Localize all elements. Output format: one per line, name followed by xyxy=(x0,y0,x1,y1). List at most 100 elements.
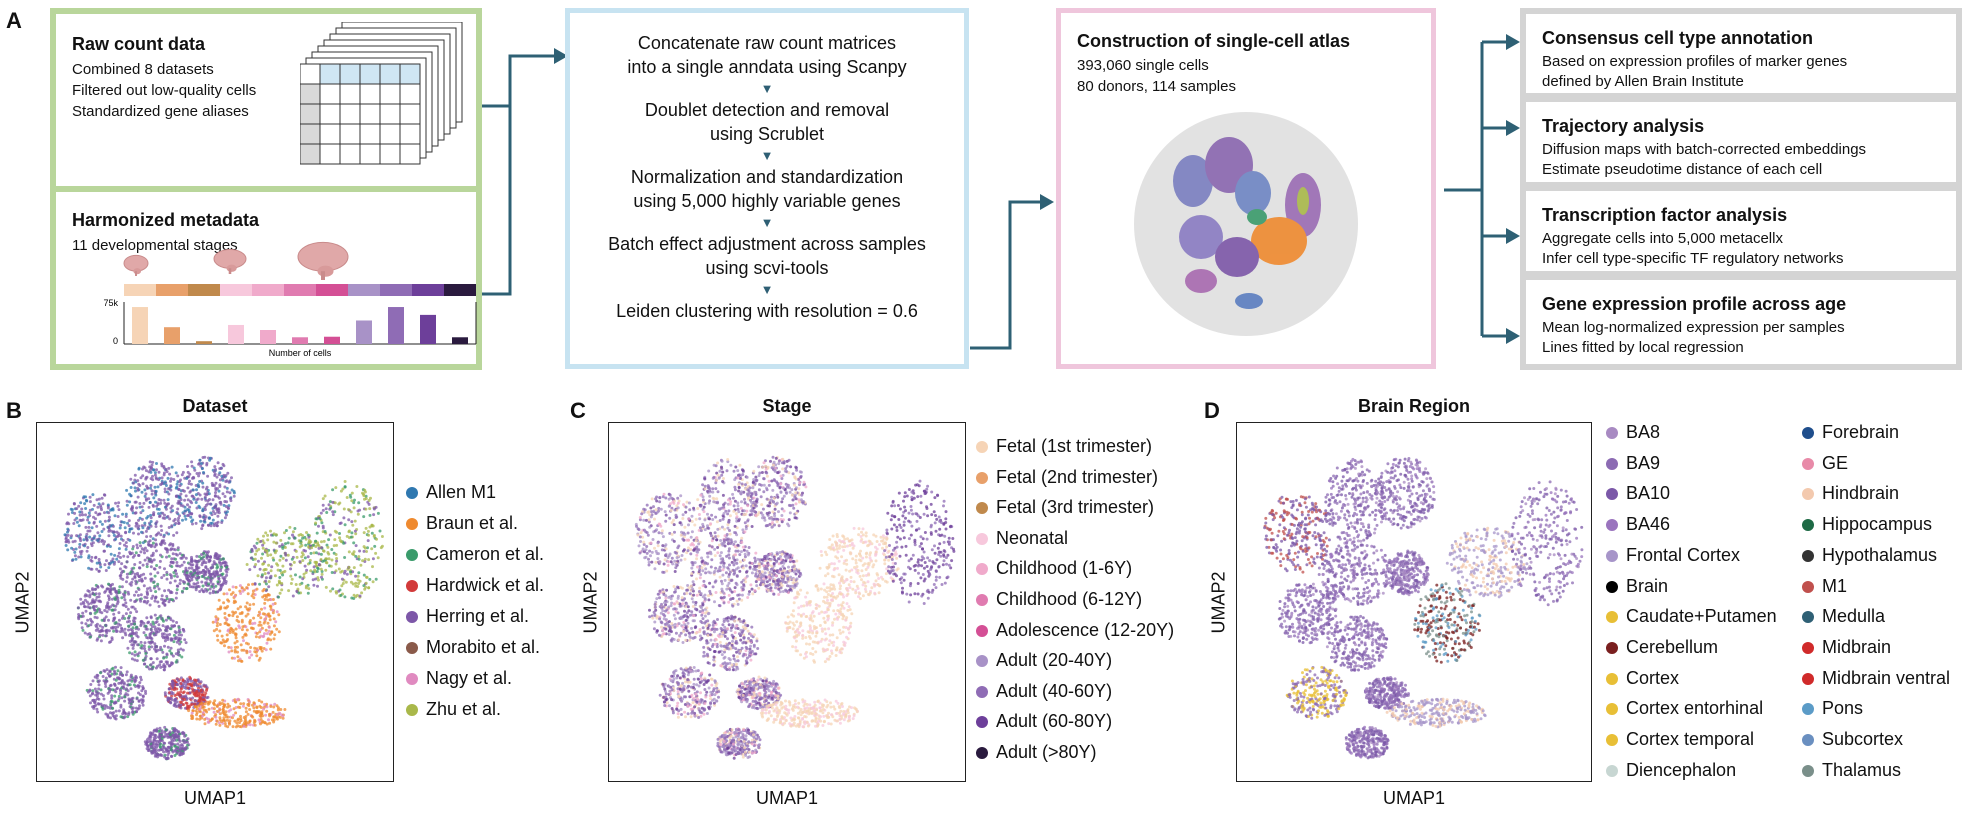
stage-bar xyxy=(324,336,340,344)
raw-count-box: Raw count data Combined 8 datasets Filte… xyxy=(50,8,482,192)
legend-label: Cortex xyxy=(1626,667,1680,688)
legend-dot-icon xyxy=(406,642,418,654)
x-axis-label: UMAP1 xyxy=(183,788,246,808)
legend-label: BA9 xyxy=(1626,452,1661,473)
legend-dot-icon xyxy=(1606,672,1618,685)
legend-item: Cerebellum xyxy=(1606,637,1718,658)
legend-dot-icon xyxy=(1802,519,1814,532)
connector-arrow-c xyxy=(1444,34,1520,344)
pipeline-step-line: using Scrublet xyxy=(709,124,825,144)
legend-dot-icon xyxy=(1802,734,1814,746)
stage-color-swatch xyxy=(412,284,444,296)
pipeline-steps: Concatenate raw count matrices into a sin… xyxy=(570,31,964,323)
analysis-line: Estimate pseudotime distance of each cel… xyxy=(1542,161,1823,178)
stage-color-swatch xyxy=(348,284,380,296)
legend-dot-icon xyxy=(1802,427,1814,439)
stage-color-swatch xyxy=(380,284,412,296)
pipeline-step-line: Normalization and standardization xyxy=(630,167,904,187)
atlas-text: Construction of single-cell atlas 393,06… xyxy=(1077,31,1350,97)
pipeline-step-line: using scvi-tools xyxy=(705,258,829,278)
legend-label: Diencephalon xyxy=(1626,759,1737,780)
x-axis-label: Number of cells xyxy=(269,348,332,358)
legend-dot-icon xyxy=(1802,611,1814,624)
legend-label: Thalamus xyxy=(1822,759,1902,780)
legend-item: Hippocampus xyxy=(1802,514,1932,535)
legend-item: Nagy et al. xyxy=(406,668,512,689)
legend-item: Subcortex xyxy=(1802,729,1903,750)
legend-item: Brain xyxy=(1606,576,1668,597)
raw-count-line: Filtered out low-quality cells xyxy=(72,82,257,99)
legend-dot-icon xyxy=(406,611,418,623)
legend-label: Nagy et al. xyxy=(426,668,513,688)
legend-dot-icon xyxy=(1802,549,1814,562)
legend-label: M1 xyxy=(1822,575,1848,596)
legend-label: Frontal Cortex xyxy=(1626,544,1741,565)
pipeline-step-line: Batch effect adjustment across samples xyxy=(608,234,926,254)
stage-bar xyxy=(228,324,244,344)
legend-dot-icon xyxy=(1802,641,1814,654)
stage-color-swatch xyxy=(444,284,476,296)
cell-cloud xyxy=(1263,457,1584,760)
cell-cloud xyxy=(63,455,384,761)
legend-label: Fetal (2nd trimester) xyxy=(996,466,1159,487)
pipeline-step: Normalization and standardization using 5… xyxy=(570,165,964,213)
legend-label: Herring et al. xyxy=(426,606,530,626)
stage-cells-chart: 75k 0 Number of cells xyxy=(103,241,477,358)
legend-dot-icon xyxy=(406,673,418,685)
connector-arrow-b xyxy=(970,194,1054,350)
legend-dot-icon xyxy=(1606,611,1618,624)
pipeline-step-line: Concatenate raw count matrices xyxy=(637,33,897,53)
legend-item: Fetal (3rd trimester) xyxy=(976,497,1154,518)
analysis-title: Trajectory analysis xyxy=(1542,116,1705,136)
brain-icon xyxy=(123,254,149,276)
pipeline-step: Doublet detection and removal using Scrub… xyxy=(570,98,964,146)
legend-item: Hindbrain xyxy=(1802,483,1899,504)
y-tick-label: 75k xyxy=(103,298,118,308)
umap-scatter xyxy=(63,455,384,761)
umap-stage-plot xyxy=(608,422,966,782)
legend-dot-icon xyxy=(976,685,988,698)
panel-letter-b: B xyxy=(6,398,22,423)
legend-item: Adolescence (12-20Y) xyxy=(976,620,1174,641)
legend-item: Adult (60-80Y) xyxy=(976,711,1112,732)
stage-color-swatch xyxy=(284,284,316,296)
umap-scatter xyxy=(1263,457,1584,760)
legend-item: Medulla xyxy=(1802,606,1885,627)
legend-item: Pons xyxy=(1802,698,1863,719)
legend-label: BA8 xyxy=(1626,422,1661,442)
legend-dot-icon xyxy=(976,624,988,637)
legend-label: GE xyxy=(1822,452,1849,473)
analysis-line: Based on expression profiles of marker g… xyxy=(1542,53,1848,70)
stage-bar xyxy=(452,337,468,344)
legend-label: Morabito et al. xyxy=(426,637,541,657)
umap-scatter xyxy=(634,455,956,760)
legend-item: Cortex xyxy=(1606,668,1679,689)
legend-item: Morabito et al. xyxy=(406,637,540,658)
legend-item: BA9 xyxy=(1606,453,1660,474)
legend-label: Cerebellum xyxy=(1626,636,1719,657)
legend-label: Caudate+Putamen xyxy=(1626,606,1777,627)
legend-item: Adult (>80Y) xyxy=(976,742,1097,763)
legend-item: Midbrain ventral xyxy=(1802,668,1950,689)
legend-label: Childhood (6-12Y) xyxy=(996,589,1143,609)
pipeline-step-line: using 5,000 highly variable genes xyxy=(633,191,901,211)
umap-dataset-plot xyxy=(36,422,394,782)
legend-dot-icon xyxy=(406,518,418,530)
legend-dot-icon xyxy=(1802,488,1814,501)
stage-bar xyxy=(260,330,276,344)
atlas-umap-thumbnail xyxy=(1134,112,1358,336)
legend-item: Fetal (2nd trimester) xyxy=(976,467,1158,488)
legend-label: Allen M1 xyxy=(426,482,497,502)
legend-label: Forebrain xyxy=(1822,422,1900,442)
legend-item: Braun et al. xyxy=(406,513,518,534)
legend-dot-icon xyxy=(1802,703,1814,716)
analysis-line: Mean log-normalized expression per sampl… xyxy=(1542,319,1845,336)
stage-bar xyxy=(356,320,372,344)
legend-dot-icon xyxy=(1802,672,1814,685)
analysis-box-expression: Gene expression profile across age Mean … xyxy=(1520,274,1962,370)
raw-count-text: Raw count data Combined 8 datasets Filte… xyxy=(72,34,256,122)
legend-label: Neonatal xyxy=(996,527,1069,548)
legend-dot-icon xyxy=(1606,427,1618,439)
stage-color-swatch xyxy=(124,284,156,296)
x-axis-label: UMAP1 xyxy=(755,788,818,808)
